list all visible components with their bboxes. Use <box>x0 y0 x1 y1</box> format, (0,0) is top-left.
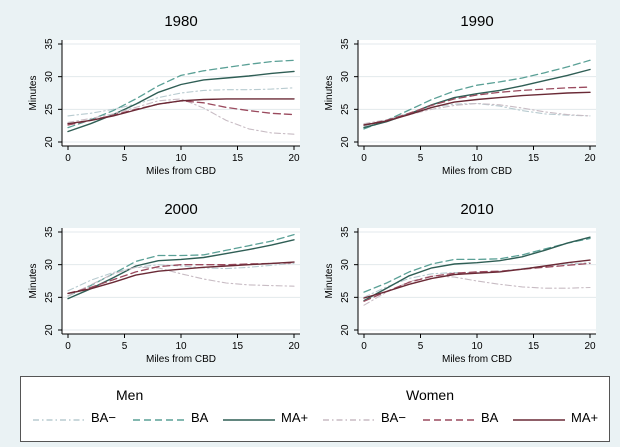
legend-swatch <box>223 419 275 421</box>
series-line <box>67 266 295 297</box>
x-tick-label: 20 <box>584 153 596 164</box>
x-tick-label: 0 <box>65 341 71 352</box>
chart-title: 1980 <box>164 13 197 30</box>
y-tick-label: 35 <box>340 226 351 238</box>
x-tick-label: 15 <box>232 341 244 352</box>
x-tick-label: 5 <box>418 153 424 164</box>
legend: Men Women BA− BA MA+ BA− BA MA+ <box>20 376 610 442</box>
x-tick-label: 5 <box>418 341 424 352</box>
legend-swatch <box>513 419 565 421</box>
x-tick-label: 10 <box>471 341 483 352</box>
plot-area <box>358 228 596 334</box>
y-tick-label: 20 <box>340 324 351 336</box>
y-tick-label: 20 <box>44 136 55 148</box>
legend-swatch <box>33 419 85 421</box>
x-axis-label: Miles from CBD <box>442 166 512 177</box>
chart-panel-2000: 2000 20 25 30 35 0 5 10 15 20 Miles from CBD Minute… <box>28 201 300 365</box>
legend-group-title-men: Men <box>116 387 144 403</box>
y-tick-label: 30 <box>340 71 351 83</box>
series-line <box>67 233 295 297</box>
y-tick-label: 25 <box>44 291 55 303</box>
series-line <box>67 98 295 135</box>
chart-panel-1990: 1990 20 25 30 35 0 5 10 15 20 Miles from CBD Minute… <box>324 13 596 177</box>
x-tick-label: 20 <box>584 341 596 352</box>
y-tick-label: 25 <box>340 103 351 115</box>
y-tick-label: 30 <box>340 259 351 271</box>
series-line <box>67 262 295 292</box>
chart-title: 2000 <box>164 201 197 218</box>
series-line <box>67 87 295 117</box>
x-axis-label: Miles from CBD <box>146 166 216 177</box>
y-axis-label: Minutes <box>28 263 39 298</box>
x-axis-label: Miles from CBD <box>442 354 512 365</box>
series-line <box>363 86 591 126</box>
y-tick-label: 20 <box>44 324 55 336</box>
legend-label: BA− <box>381 410 406 425</box>
series-line <box>363 236 591 302</box>
series-line <box>363 91 591 126</box>
legend-label: BA <box>481 410 499 425</box>
x-tick-label: 15 <box>528 341 540 352</box>
chart-panel-2010: 2010 20 25 30 35 0 5 10 15 20 Miles from CBD Minute… <box>324 201 596 365</box>
x-tick-label: 10 <box>175 153 187 164</box>
series-line <box>363 102 591 127</box>
series-line <box>67 98 295 125</box>
x-tick-label: 5 <box>122 341 128 352</box>
y-axis-label: Minutes <box>324 263 335 298</box>
x-tick-label: 10 <box>175 341 187 352</box>
series-line <box>363 59 591 130</box>
y-tick-label: 35 <box>44 38 55 50</box>
legend-group-title-women: Women <box>406 387 454 403</box>
chart-grid: 1980 20 25 30 35 0 5 10 15 20 Miles from CBD Minute… <box>28 13 596 365</box>
series-line <box>67 261 295 295</box>
legend-swatch <box>323 419 375 421</box>
series-line <box>363 262 591 302</box>
series-line <box>363 259 591 299</box>
chart-title: 2010 <box>460 201 493 218</box>
y-tick-label: 35 <box>44 226 55 238</box>
x-tick-label: 15 <box>232 153 244 164</box>
y-tick-label: 35 <box>340 38 351 50</box>
y-tick-label: 30 <box>44 259 55 271</box>
x-tick-label: 20 <box>288 341 300 352</box>
plot-area <box>62 228 300 334</box>
y-tick-label: 30 <box>44 71 55 83</box>
series-line <box>363 275 591 306</box>
y-tick-label: 25 <box>44 103 55 115</box>
x-tick-label: 0 <box>361 341 367 352</box>
y-axis-label: Minutes <box>28 75 39 110</box>
legend-label: MA+ <box>571 410 599 425</box>
legend-swatch <box>133 419 185 421</box>
x-tick-label: 0 <box>361 153 367 164</box>
y-tick-label: 20 <box>340 136 351 148</box>
y-tick-label: 25 <box>340 291 351 303</box>
x-tick-label: 0 <box>65 153 71 164</box>
plot-area <box>62 40 300 146</box>
legend-label: MA+ <box>281 410 309 425</box>
y-axis-label: Minutes <box>324 75 335 110</box>
legend-label: BA <box>191 410 209 425</box>
chart-panel-1980: 1980 20 25 30 35 0 5 10 15 20 Miles from CBD Minute… <box>28 13 300 177</box>
x-tick-label: 20 <box>288 153 300 164</box>
series-line <box>67 239 295 300</box>
x-tick-label: 5 <box>122 153 128 164</box>
x-axis-label: Miles from CBD <box>146 354 216 365</box>
series-line <box>363 102 591 125</box>
legend-label: BA− <box>91 410 116 425</box>
series-line <box>67 59 295 129</box>
legend-swatch <box>423 419 475 421</box>
chart-title: 1990 <box>460 13 493 30</box>
x-tick-label: 10 <box>471 153 483 164</box>
x-tick-label: 15 <box>528 153 540 164</box>
